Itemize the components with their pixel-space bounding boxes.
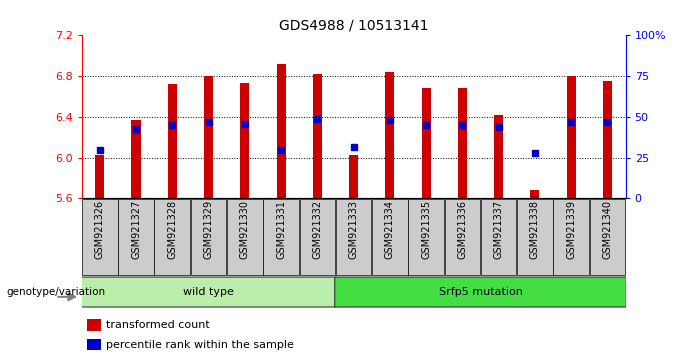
Bar [313, 74, 322, 198]
FancyBboxPatch shape [336, 199, 371, 275]
FancyBboxPatch shape [82, 199, 118, 275]
FancyBboxPatch shape [154, 199, 190, 275]
Text: GSM921329: GSM921329 [203, 200, 214, 259]
Text: GSM921337: GSM921337 [494, 200, 504, 259]
Bar [204, 76, 213, 198]
Bar [458, 88, 467, 198]
FancyBboxPatch shape [372, 199, 407, 275]
Bar [95, 155, 104, 198]
Bar [349, 155, 358, 198]
Bar [87, 319, 101, 331]
Text: Srfp5 mutation: Srfp5 mutation [439, 287, 522, 297]
FancyBboxPatch shape [590, 199, 625, 275]
Text: genotype/variation: genotype/variation [7, 287, 106, 297]
Text: GSM921340: GSM921340 [602, 200, 613, 259]
Bar [168, 84, 177, 198]
FancyBboxPatch shape [335, 277, 626, 307]
Text: GSM921330: GSM921330 [240, 200, 250, 259]
Text: GSM921331: GSM921331 [276, 200, 286, 259]
FancyBboxPatch shape [481, 199, 516, 275]
Text: transformed count: transformed count [106, 320, 210, 330]
Text: GSM921336: GSM921336 [458, 200, 467, 259]
FancyBboxPatch shape [191, 199, 226, 275]
Text: GSM921339: GSM921339 [566, 200, 576, 259]
FancyBboxPatch shape [409, 199, 444, 275]
FancyBboxPatch shape [81, 277, 336, 307]
Bar [422, 88, 430, 198]
FancyBboxPatch shape [300, 199, 335, 275]
Title: GDS4988 / 10513141: GDS4988 / 10513141 [279, 19, 428, 33]
Text: GSM921328: GSM921328 [167, 200, 177, 259]
Bar [494, 115, 503, 198]
FancyBboxPatch shape [517, 199, 553, 275]
FancyBboxPatch shape [118, 199, 154, 275]
Bar [87, 339, 101, 352]
Text: GSM921334: GSM921334 [385, 200, 395, 259]
Bar [131, 120, 141, 198]
Text: GSM921338: GSM921338 [530, 200, 540, 259]
FancyBboxPatch shape [445, 199, 480, 275]
Bar [240, 83, 250, 198]
Text: GSM921326: GSM921326 [95, 200, 105, 259]
Bar [530, 190, 539, 198]
Text: percentile rank within the sample: percentile rank within the sample [106, 340, 294, 350]
FancyBboxPatch shape [227, 199, 262, 275]
Text: GSM921335: GSM921335 [421, 200, 431, 259]
Text: GSM921332: GSM921332 [312, 200, 322, 259]
Bar [386, 72, 394, 198]
FancyBboxPatch shape [554, 199, 589, 275]
Text: GSM921333: GSM921333 [349, 200, 358, 259]
Text: wild type: wild type [183, 287, 234, 297]
Bar [277, 64, 286, 198]
FancyBboxPatch shape [263, 199, 299, 275]
Text: GSM921327: GSM921327 [131, 200, 141, 259]
Bar [566, 76, 576, 198]
Bar [603, 81, 612, 198]
